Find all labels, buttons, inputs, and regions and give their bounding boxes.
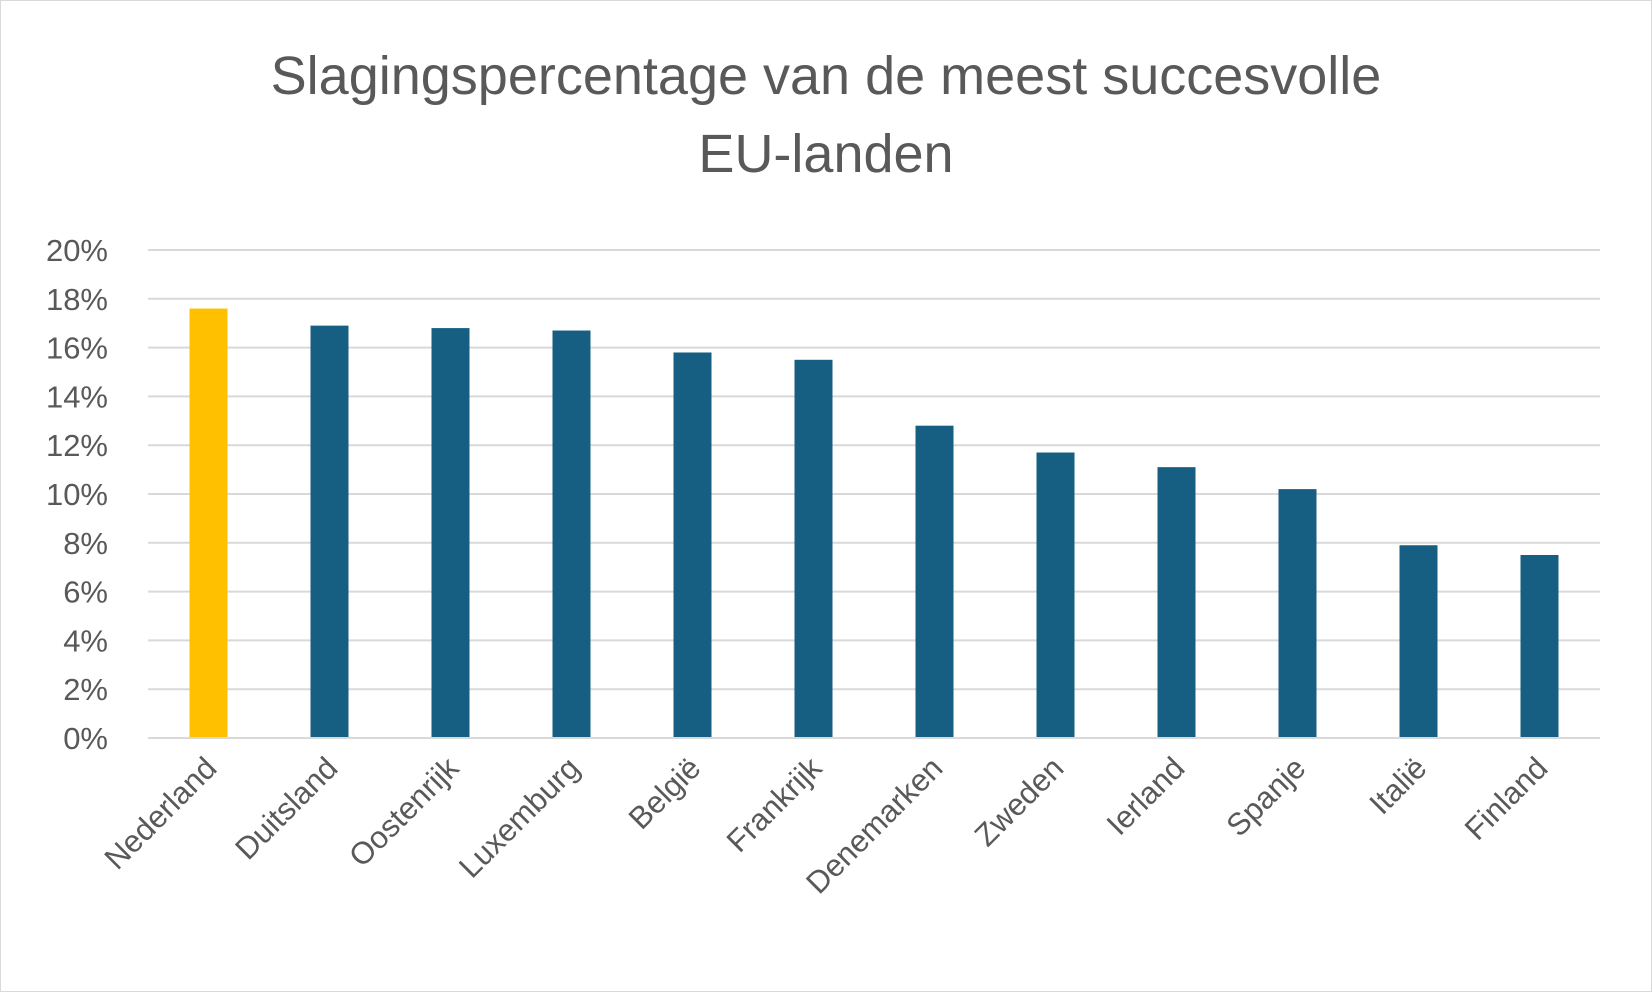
y-tick-label: 2% <box>63 672 108 707</box>
bar-ierland <box>1157 467 1196 738</box>
bar-finland <box>1520 555 1559 738</box>
y-tick-label: 20% <box>46 233 108 268</box>
bar-frankrijk <box>794 359 833 738</box>
bar-belgië <box>673 352 712 738</box>
bar-denemarken <box>915 425 954 738</box>
bar-zweden <box>1036 452 1075 738</box>
y-tick-label: 18% <box>46 282 108 317</box>
chart-title-line-2: EU-landen <box>698 124 953 184</box>
y-tick-label: 0% <box>63 721 108 756</box>
bar-luxemburg <box>552 330 591 738</box>
y-tick-label: 8% <box>63 526 108 561</box>
y-tick-label: 6% <box>63 575 108 610</box>
bar-duitsland <box>310 325 349 738</box>
chart-title-line-1: Slagingspercentage van de meest succesvo… <box>271 46 1382 106</box>
y-tick-label: 10% <box>46 477 108 512</box>
bar-oostenrijk <box>431 328 470 738</box>
y-tick-label: 14% <box>46 379 108 414</box>
bar-nederland <box>189 308 228 738</box>
bar-spanje <box>1278 489 1317 738</box>
y-tick-label: 4% <box>63 623 108 658</box>
y-tick-label: 16% <box>46 331 108 366</box>
y-tick-label: 12% <box>46 428 108 463</box>
bar-italië <box>1399 545 1438 738</box>
